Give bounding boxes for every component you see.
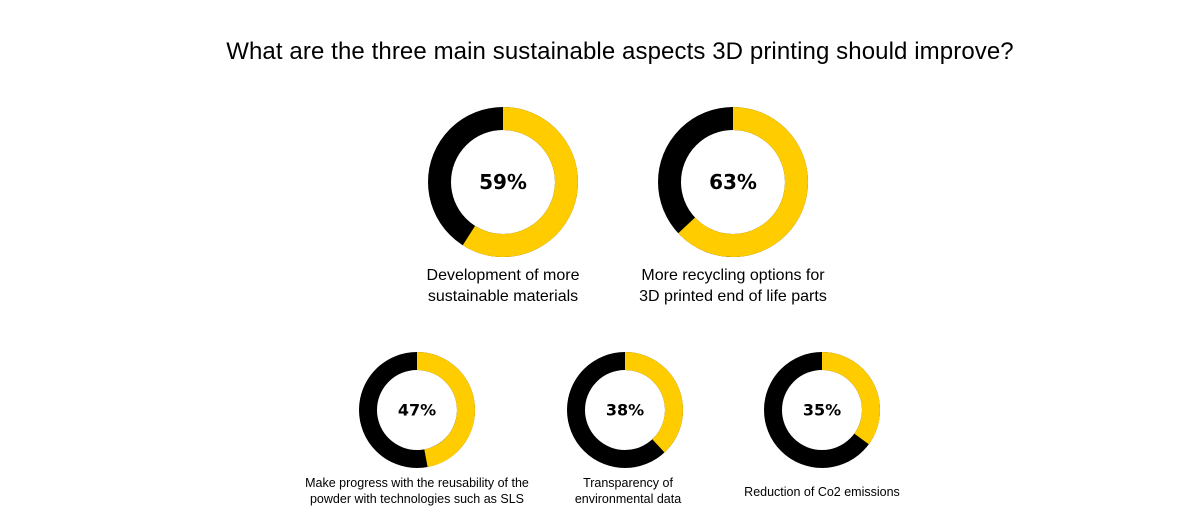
donut-svg: 35% — [764, 352, 880, 468]
donut-chart-5: 35% — [764, 352, 880, 468]
caption-line: 3D printed end of life parts — [639, 287, 827, 305]
donut-chart-2: 63% — [658, 107, 808, 257]
donut-caption-2: More recycling options for 3D printed en… — [603, 266, 863, 308]
caption-line: Transparency of — [583, 476, 673, 490]
donut-value-arc — [658, 107, 808, 257]
donut-caption-3: Make progress with the reusability of th… — [277, 475, 557, 508]
donut-svg: 63% — [658, 107, 808, 257]
caption-line: More recycling options for — [641, 267, 825, 284]
donut-chart-3: 47% — [359, 352, 475, 468]
chart-title: What are the three main sustainable aspe… — [226, 38, 1014, 65]
donut-caption-5: Reduction of Co2 emissions — [717, 484, 927, 500]
donut-chart-4: 38% — [567, 352, 683, 468]
donut-percent-label: 59% — [479, 170, 527, 194]
donut-percent-label: 35% — [803, 401, 841, 420]
donut-value-arc — [428, 107, 578, 257]
donut-percent-label: 63% — [709, 170, 757, 194]
donut-chart-1: 59% — [428, 107, 578, 257]
caption-line: Reduction of Co2 emissions — [744, 485, 900, 499]
caption-line: powder with technologies such as SLS — [309, 492, 524, 507]
caption-line: Make progress with the reusability of th… — [305, 476, 529, 490]
donut-svg: 47% — [359, 352, 475, 468]
donut-caption-4: Transparency of environmental data — [548, 475, 708, 508]
donut-percent-label: 47% — [398, 401, 436, 420]
donut-caption-1: Development of more sustainable material… — [403, 266, 603, 308]
caption-line: environmental data — [574, 492, 682, 507]
caption-line: sustainable materials — [427, 287, 579, 305]
donut-value-arc — [567, 352, 683, 468]
donut-percent-label: 38% — [606, 401, 644, 420]
donut-value-arc — [359, 352, 475, 468]
donut-svg: 59% — [428, 107, 578, 257]
caption-line: Development of more — [426, 267, 580, 284]
donut-value-arc — [764, 352, 880, 468]
donut-svg: 38% — [567, 352, 683, 468]
